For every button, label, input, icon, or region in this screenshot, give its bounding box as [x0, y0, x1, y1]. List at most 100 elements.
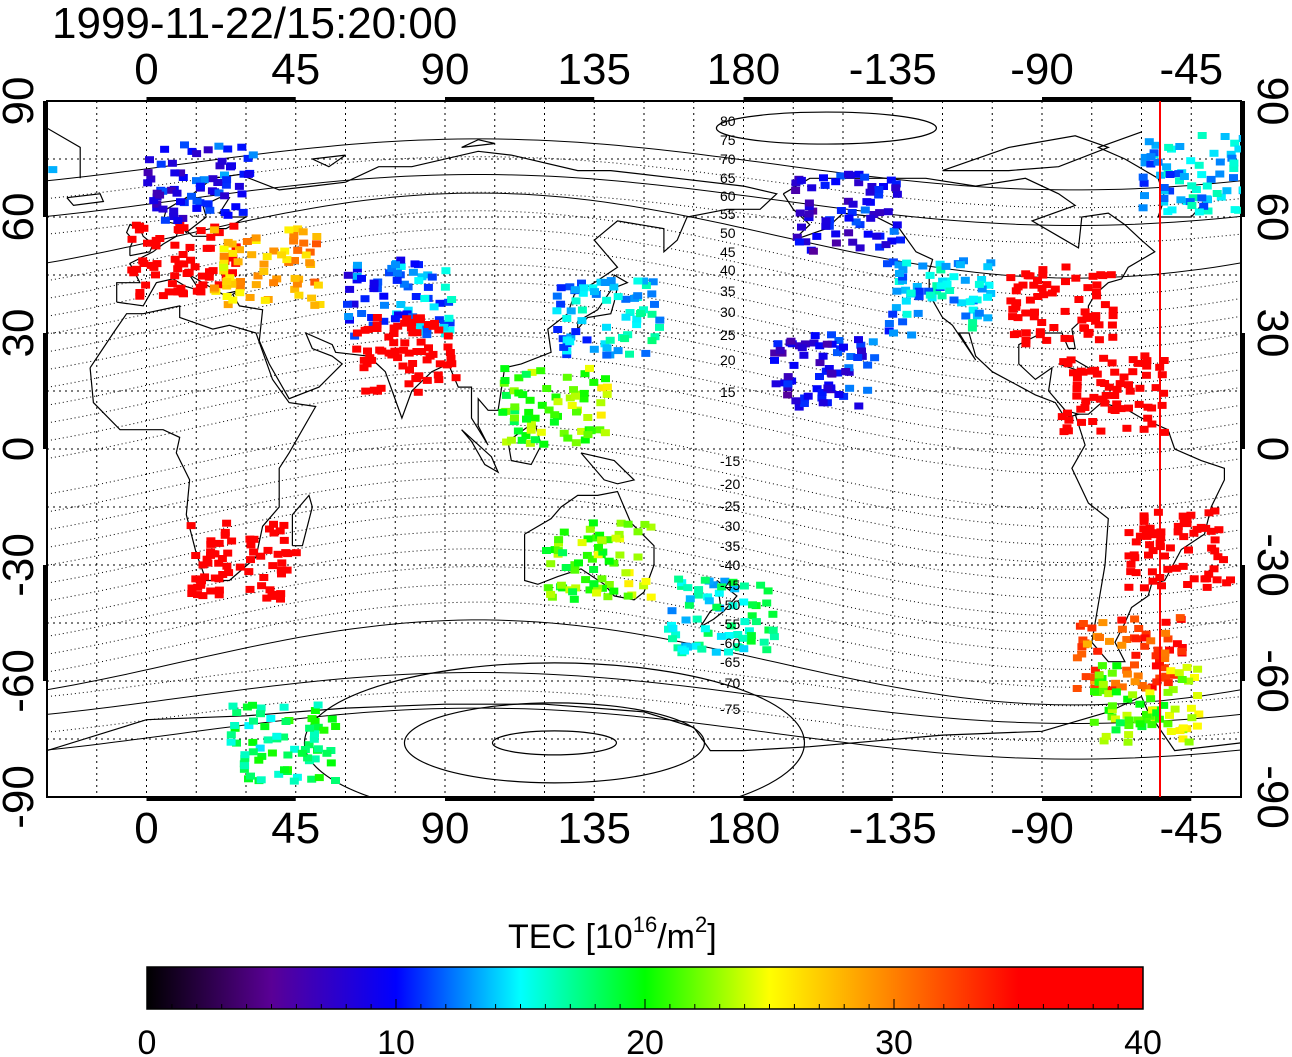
tec-cell: [1125, 387, 1135, 395]
tec-cell: [580, 370, 590, 378]
tec-cell: [1117, 683, 1127, 691]
tec-cell: [343, 271, 353, 279]
tec-cell: [892, 221, 902, 229]
tec-cell: [567, 402, 577, 409]
tec-cell: [291, 549, 301, 557]
tec-cell: [1147, 721, 1157, 729]
tec-cell: [886, 176, 896, 184]
tec-cell: [357, 274, 366, 282]
tec-cell: [1037, 319, 1047, 326]
tec-cell: [292, 280, 302, 288]
tec-cell: [872, 232, 882, 240]
tec-cell: [571, 584, 581, 592]
tec-cell: [865, 188, 875, 196]
tec-cell: [1193, 665, 1203, 673]
tec-cell: [1115, 380, 1125, 388]
tec-cell: [609, 283, 619, 291]
lat-tick-label-right: -30: [1248, 533, 1292, 597]
tec-cell: [1082, 640, 1092, 648]
tec-cell: [739, 598, 749, 606]
tec-cell: [565, 283, 575, 291]
tec-cell: [240, 762, 250, 770]
tec-cell: [967, 324, 977, 332]
tec-cell: [1122, 424, 1132, 432]
tec-cell: [231, 203, 241, 211]
tec-cell: [187, 147, 197, 155]
tec-cell: [1187, 202, 1197, 209]
tec-cell: [1151, 662, 1161, 670]
tec-cell: [405, 366, 414, 374]
tec-cell: [312, 240, 321, 248]
tec-cell: [293, 225, 303, 233]
tec-cell: [410, 260, 420, 268]
tec-cell: [178, 289, 188, 297]
tec-cell: [791, 187, 801, 194]
frame-bar: [146, 797, 296, 801]
tec-cell: [559, 429, 569, 437]
tec-cell: [542, 385, 552, 392]
coastline: [942, 135, 1111, 172]
lat-tick-label-right: 90: [1248, 77, 1292, 126]
tec-cell: [800, 340, 810, 348]
tec-cell: [1133, 672, 1143, 680]
tec-cell: [1107, 686, 1117, 694]
tec-cell: [941, 262, 951, 270]
tec-cell: [226, 738, 236, 746]
coastline: [577, 274, 629, 330]
contour-line: [47, 388, 1241, 475]
tec-cell: [310, 755, 320, 763]
tec-cell: [639, 306, 648, 314]
tec-cell: [537, 401, 547, 409]
tec-cell: [667, 607, 677, 615]
tec-cell: [597, 536, 607, 544]
tec-cell: [513, 427, 523, 435]
tec-cell: [1189, 529, 1199, 537]
tec-cell: [961, 312, 971, 320]
contour-label: -55: [720, 616, 740, 632]
tec-cell: [225, 274, 235, 282]
tec-cell: [174, 260, 184, 268]
tec-cell: [712, 603, 722, 611]
tec-cell: [1099, 354, 1109, 362]
tec-cell: [621, 569, 631, 577]
frame-bar: [743, 797, 893, 801]
tec-cell: [1144, 551, 1153, 559]
tec-cell: [1220, 133, 1230, 140]
tec-cell: [1123, 738, 1133, 746]
lon-tick-label-bottom: 90: [421, 804, 470, 853]
tec-cell: [269, 279, 279, 287]
tec-cell: [709, 581, 719, 589]
tec-cell: [206, 233, 216, 241]
tec-cell: [522, 415, 531, 423]
tec-cell: [256, 552, 266, 560]
tec-cell: [1021, 329, 1031, 337]
tec-cell: [414, 277, 424, 285]
tec-cell: [447, 296, 457, 303]
tec-cell: [562, 351, 572, 359]
tec-cell: [847, 209, 857, 216]
tec-cell: [544, 406, 554, 414]
tec-cell: [352, 345, 362, 353]
tec-data-cells: [48, 132, 1241, 785]
tec-cell: [235, 563, 245, 571]
tec-cell: [623, 520, 633, 528]
tec-cell: [352, 329, 362, 337]
tec-cell: [925, 271, 935, 279]
tec-cell: [562, 373, 572, 381]
tec-cell: [846, 353, 856, 360]
tec-cell: [823, 384, 833, 392]
tec-cell: [1192, 525, 1202, 533]
tec-cell: [1021, 336, 1031, 344]
tec-cell: [257, 582, 267, 590]
tec-cell: [182, 270, 192, 277]
tec-cell: [1161, 629, 1171, 637]
tec-cell: [1206, 175, 1216, 183]
tec-cell: [232, 739, 241, 747]
tec-cell: [633, 277, 643, 285]
tec-cell: [434, 316, 444, 324]
tec-cell: [581, 576, 591, 584]
tec-cell: [1123, 695, 1133, 703]
tec-cell: [1131, 635, 1141, 643]
tec-cell: [577, 539, 587, 547]
tec-cell: [167, 159, 177, 167]
